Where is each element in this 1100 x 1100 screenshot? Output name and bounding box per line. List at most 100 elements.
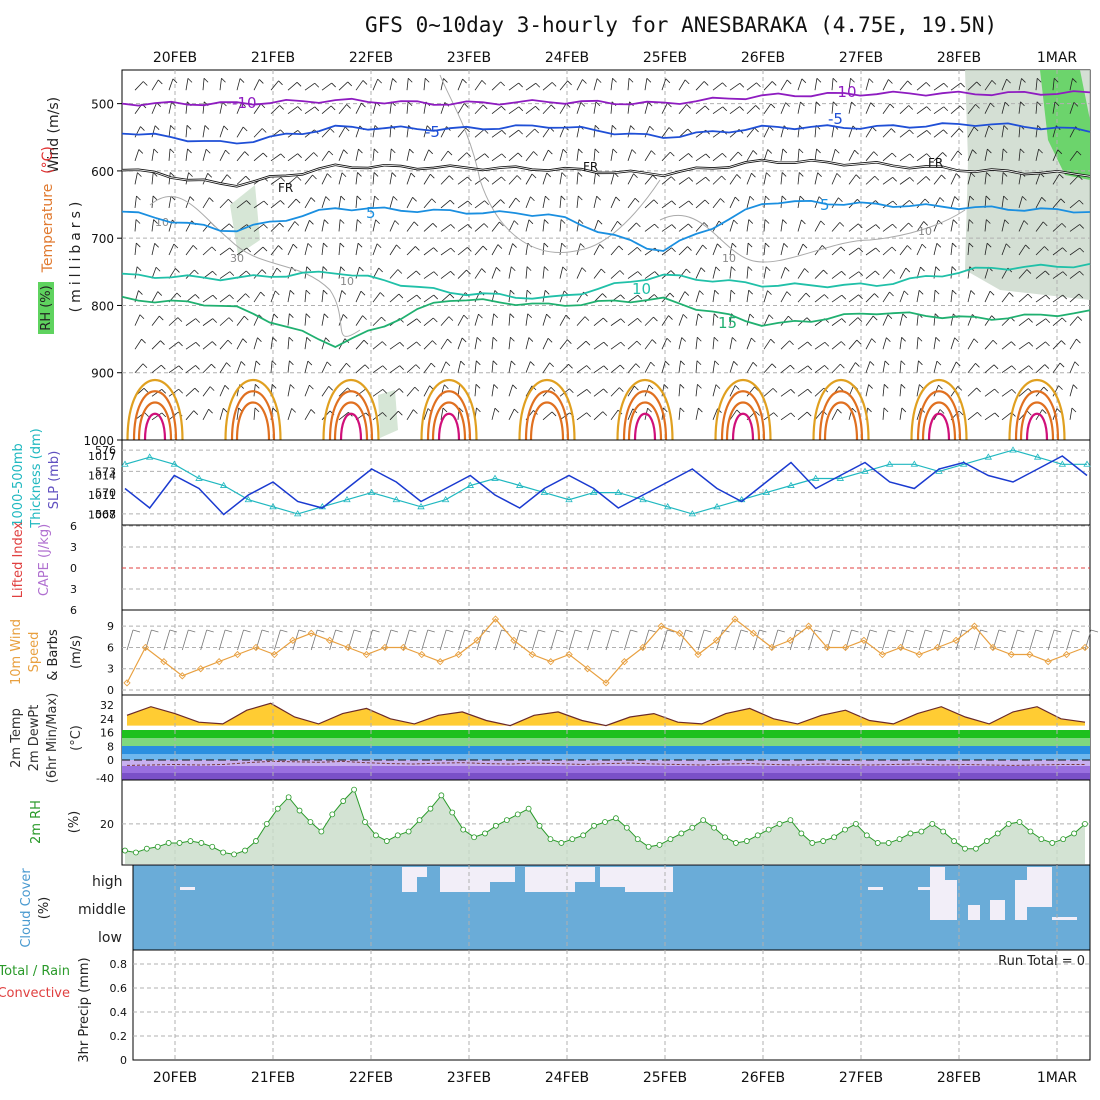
- wind-barb: [644, 316, 654, 326]
- wind-barb-flag: [501, 130, 507, 135]
- wind-barb-flag: [246, 247, 252, 253]
- wind-barb: [253, 103, 262, 114]
- contour-label-minus10: -10: [232, 94, 257, 112]
- wind-barb-flag: [739, 83, 745, 88]
- cloud-middle-label: middle: [78, 902, 126, 918]
- wind-barb: [729, 196, 736, 209]
- wind-barb-flag: [433, 271, 439, 276]
- wind-tick-label: 0: [107, 684, 114, 697]
- wind-barb: [270, 360, 273, 373]
- wind-barb-flag: [756, 82, 761, 88]
- wind-barb-flag: [731, 242, 737, 248]
- wind-barb-flag: [994, 412, 1000, 418]
- wind-barb-flag: [687, 246, 692, 251]
- wind-barb-flag: [736, 409, 742, 415]
- warm-contour: [1014, 390, 1060, 441]
- wind-barb-flag: [781, 195, 787, 201]
- wind-barb-flag: [187, 148, 192, 154]
- wind-barb-flag: [1078, 293, 1084, 299]
- wind-barb-flag: [790, 389, 796, 394]
- wind-barb-flag: [1003, 195, 1008, 201]
- wind-barb-flag: [158, 315, 164, 321]
- wind-barb: [508, 152, 519, 162]
- thickness-marker: [1058, 460, 1067, 467]
- wind-barb-flag: [697, 336, 702, 342]
- wind-barb: [576, 389, 588, 397]
- wind-barb-flag: [715, 384, 721, 389]
- wind-barb-flag: [255, 360, 261, 366]
- wind-barb-flag: [1079, 270, 1084, 276]
- wind-barb: [899, 222, 909, 232]
- wind-barb-flag: [650, 361, 655, 367]
- pressure-tick-label: 600: [91, 165, 114, 179]
- wind-barb: [780, 102, 786, 114]
- wind-barb-flag: [777, 629, 785, 633]
- rh2m-marker: [798, 830, 805, 837]
- wind-barb-flag: [905, 267, 911, 273]
- rh2m-marker: [733, 840, 739, 846]
- wind-barb-flag: [492, 360, 498, 366]
- temperature-contour: [121, 199, 1091, 252]
- wind-barb-flag: [155, 266, 161, 272]
- wind-barb-flag: [602, 411, 608, 416]
- warm-contour: [328, 390, 374, 441]
- contour-label-minus5: -5: [828, 110, 843, 128]
- wind-barb-flag: [528, 219, 534, 225]
- wind-barb-flag: [323, 313, 329, 319]
- wind-barb-flag: [412, 197, 417, 202]
- wind-barb-flag: [651, 150, 656, 155]
- thickness-marker: [861, 467, 869, 474]
- rh2m-marker: [329, 811, 336, 818]
- wind-tick-label: 9: [107, 620, 114, 633]
- wind-barb-flag: [188, 172, 193, 177]
- wind-barb: [1035, 318, 1047, 326]
- wind-barb-flag: [1004, 101, 1010, 107]
- wind-barb-flag: [1022, 196, 1027, 201]
- wind-barb: [168, 78, 174, 91]
- wind-barb: [457, 360, 462, 373]
- wind-barb-flag: [510, 336, 515, 342]
- wind-speed-marker: [326, 636, 334, 645]
- wind-barb: [219, 247, 230, 256]
- wind-barb: [899, 153, 911, 162]
- wind-barb-flag: [494, 407, 500, 413]
- wind-barb-flag: [807, 388, 812, 394]
- wind-barb-flag: [1009, 292, 1014, 297]
- wind-barb-flag: [790, 364, 795, 370]
- wind-barb: [746, 105, 756, 115]
- wind-barb: [236, 78, 241, 91]
- rh2m-markers: [122, 786, 1088, 858]
- wind-barb: [304, 243, 309, 256]
- wind-barb-flag: [599, 244, 604, 249]
- wind-barb-flag: [942, 152, 947, 157]
- wind-barb-flag: [376, 243, 382, 249]
- rh2m-marker: [776, 821, 783, 827]
- wind-barb: [389, 293, 400, 303]
- wind-barb-flag: [889, 291, 894, 297]
- wind-barb-flag: [139, 314, 145, 320]
- wind-barb: [695, 105, 706, 115]
- warm-contour: [230, 390, 276, 441]
- rh2m-marker: [787, 817, 794, 823]
- wind-barb-flag: [450, 247, 456, 253]
- wind-barb-flag: [1054, 629, 1062, 633]
- wind-barb-flag: [1059, 362, 1065, 368]
- wind-barb: [1052, 271, 1064, 279]
- wind-barb: [542, 243, 545, 256]
- wind-barb: [627, 408, 634, 420]
- wind-barb: [508, 243, 513, 256]
- wind-barb: [406, 78, 409, 91]
- wind-barb-flag: [747, 266, 753, 271]
- wind-barb: [712, 313, 715, 326]
- wind-barb-flag: [178, 388, 183, 394]
- wind-barb-flag: [476, 360, 481, 366]
- wind-barb: [780, 172, 783, 185]
- wind-barb: [1052, 317, 1063, 326]
- wind-barb: [491, 221, 500, 232]
- wind-barb-flag: [314, 82, 320, 88]
- wind-barb-flag: [585, 340, 591, 346]
- wind-barb: [881, 629, 889, 651]
- bottom-date-label: 25FEB: [643, 1070, 687, 1086]
- temperature-color-bands: [122, 730, 1090, 780]
- wind-barb: [406, 341, 417, 350]
